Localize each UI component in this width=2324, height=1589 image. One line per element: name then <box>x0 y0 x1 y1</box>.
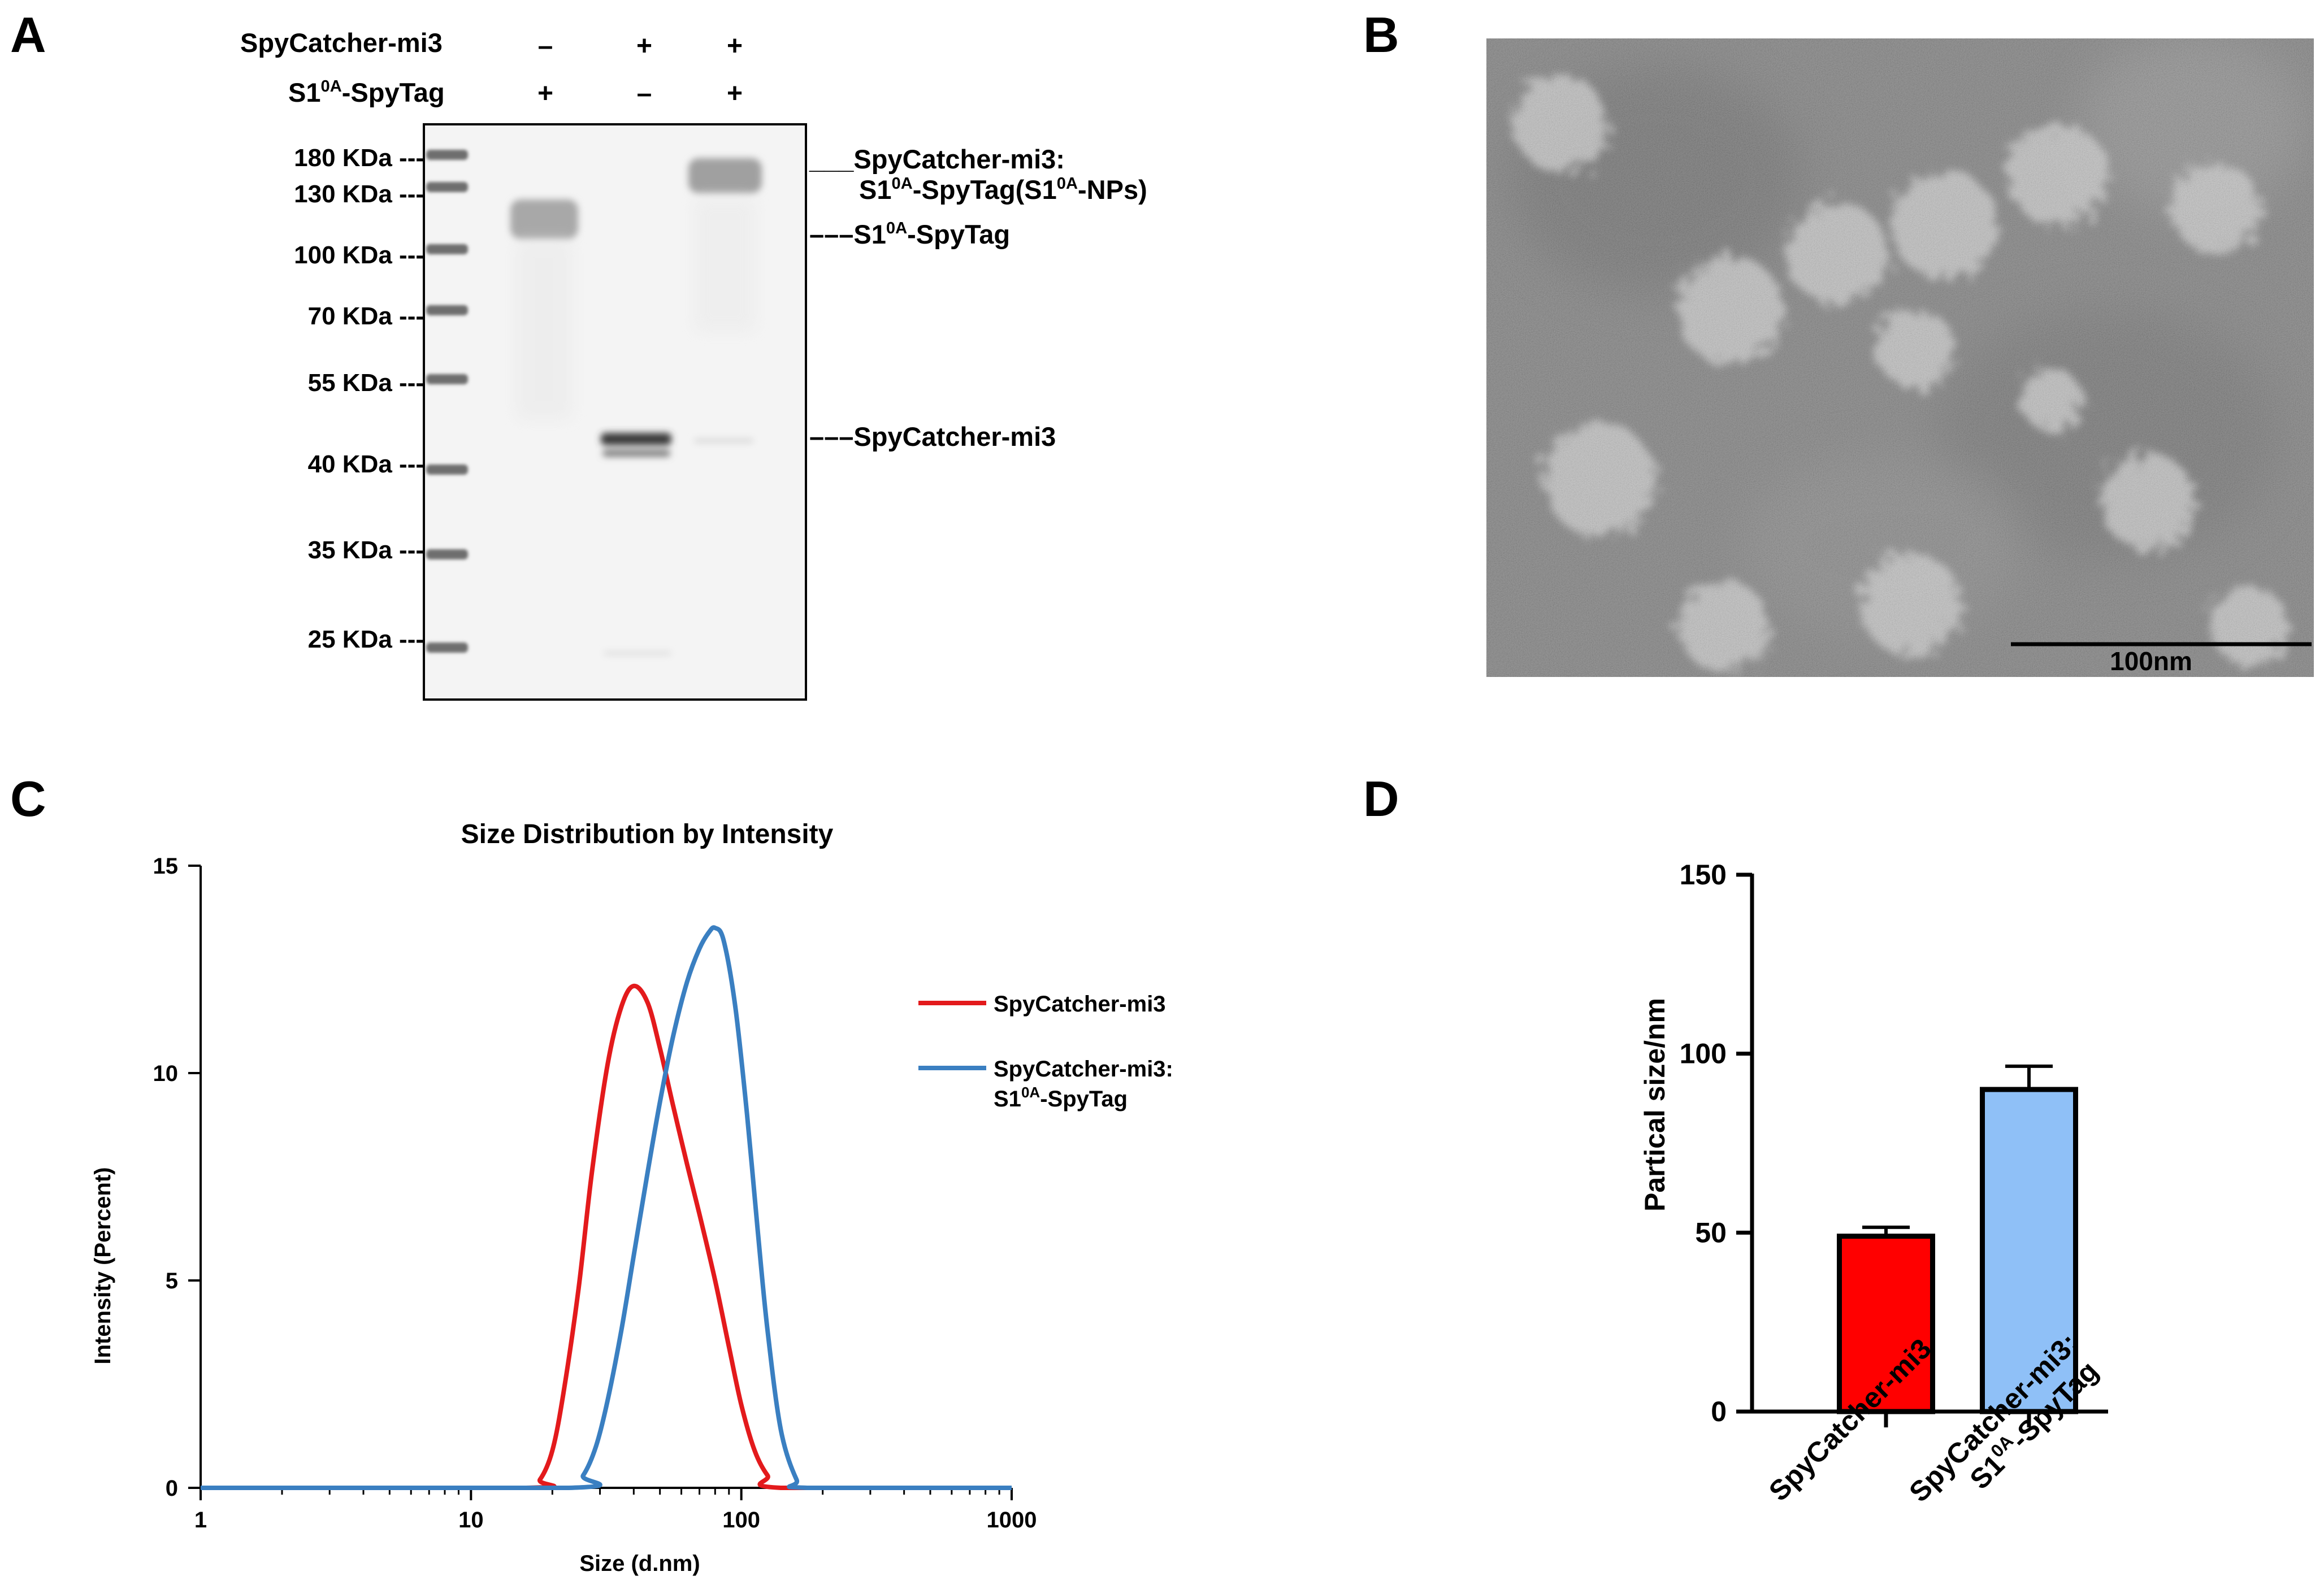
ladder-band <box>426 549 468 559</box>
marker-label: 130 KDa --- <box>294 180 424 208</box>
row-label-s1-spytag: S10A-SpyTag <box>288 77 445 107</box>
sign-s1-lane3: + <box>726 79 743 108</box>
y-tick-label: 0 <box>1711 1396 1727 1427</box>
ladder-band <box>426 642 468 653</box>
gel-band-spycatcher-upper <box>601 433 671 445</box>
series-line-spycatcher <box>200 983 1012 1491</box>
gel-band-complex <box>688 158 762 193</box>
marker-label: 180 KDa --- <box>294 144 424 172</box>
series-line-complex <box>200 925 1012 1491</box>
sign-spycatcher-lane2: + <box>636 31 653 61</box>
marker-label: 70 KDa --- <box>307 302 424 330</box>
band-label-spycatcher: –––SpyCatcher-mi3 <box>809 422 1056 451</box>
y-tick-label: 150 <box>1680 859 1727 891</box>
row-label-spycatcher: SpyCatcher-mi3 <box>240 28 443 58</box>
gel-band-s1 <box>510 199 578 239</box>
x-tick-label: 1 <box>194 1508 207 1532</box>
x-tick-label: 100 <box>722 1508 760 1532</box>
y-tick-label: 50 <box>1695 1217 1727 1248</box>
panel-label-d: D <box>1363 771 1399 827</box>
marker-label: 100 KDa --- <box>294 241 424 269</box>
ladder-band <box>426 305 468 315</box>
y-tick-label: 10 <box>153 1061 179 1086</box>
marker-label: 40 KDa --- <box>307 450 424 478</box>
y-tick-label: 100 <box>1680 1038 1727 1070</box>
panel-label-b: B <box>1363 7 1399 63</box>
band-label-s1-spytag: –––S10A-SpyTag <box>809 219 1011 249</box>
gel-band-spycatcher-lower <box>602 450 670 457</box>
sign-s1-lane2: – <box>636 79 652 108</box>
x-tick-label: 1000 <box>987 1508 1037 1532</box>
band-label-complex: ___SpyCatcher-mi3: S10A-SpyTag(S10A-NPs) <box>809 144 1147 205</box>
chart-legend: SpyCatcher-mi3 SpyCatcher-mi3: S10A-SpyT… <box>918 992 1173 1112</box>
chart-title: Size Distribution by Intensity <box>461 819 834 849</box>
size-distribution-chart: Size Distribution by Intensity 1 10 100 100… <box>90 819 1173 1576</box>
legend-entry-spycatcher: SpyCatcher-mi3 <box>994 992 1166 1017</box>
ladder-band <box>426 464 468 475</box>
y-tick-label: 5 <box>166 1269 178 1293</box>
legend-entry-complex-line2: S10A-SpyTag <box>994 1084 1128 1112</box>
sign-s1-lane1: + <box>537 79 554 108</box>
panel-label-c: C <box>10 771 46 827</box>
y-tick-label: 15 <box>153 854 179 879</box>
gel-image <box>423 123 807 701</box>
panel-label-a: A <box>10 7 46 63</box>
y-tick-label: 0 <box>166 1476 178 1501</box>
tem-micrograph: 100nm <box>1486 38 2314 677</box>
ladder-band <box>426 182 468 192</box>
legend-entry-complex-line1: SpyCatcher-mi3: <box>994 1057 1173 1082</box>
sign-spycatcher-lane3: + <box>726 31 743 61</box>
y-axis-label: Intensity (Percent) <box>90 1167 115 1365</box>
scale-bar-label: 100nm <box>2110 646 2192 676</box>
y-axis-label: Partical size/nm <box>1639 998 1671 1212</box>
marker-label: 25 KDa --- <box>307 626 424 653</box>
x-axis-label: Size (d.nm) <box>579 1551 700 1576</box>
ladder-band <box>426 244 468 254</box>
gel-band-residual <box>694 439 753 443</box>
ladder-band <box>426 150 468 160</box>
marker-label: 55 KDa --- <box>307 369 424 397</box>
marker-label: 35 KDa --- <box>307 536 424 564</box>
ladder-band <box>426 374 468 384</box>
x-tick-label: 10 <box>458 1508 484 1532</box>
sign-spycatcher-lane1: – <box>537 31 553 61</box>
